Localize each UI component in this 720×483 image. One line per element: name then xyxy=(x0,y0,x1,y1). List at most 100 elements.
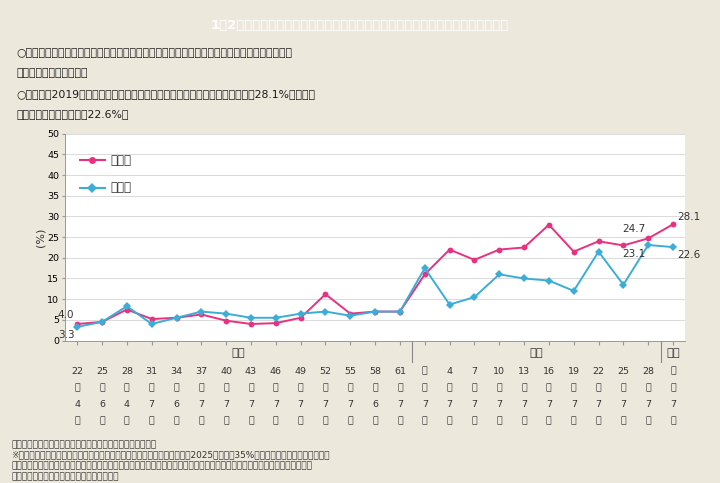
Text: 月: 月 xyxy=(422,416,428,425)
Text: 6: 6 xyxy=(174,399,179,409)
Text: 31: 31 xyxy=(145,367,158,376)
Text: 19: 19 xyxy=(568,367,580,376)
Text: 年: 年 xyxy=(571,383,577,392)
Text: 7: 7 xyxy=(273,399,279,409)
Text: 月: 月 xyxy=(571,416,577,425)
Text: 年: 年 xyxy=(472,383,477,392)
Text: 元: 元 xyxy=(670,367,676,376)
Text: 7: 7 xyxy=(446,399,453,409)
Text: 7: 7 xyxy=(149,399,155,409)
Text: 月: 月 xyxy=(372,416,378,425)
Text: 月: 月 xyxy=(645,416,651,425)
Text: 16: 16 xyxy=(543,367,555,376)
Text: 年: 年 xyxy=(199,383,204,392)
Text: 月: 月 xyxy=(521,416,527,425)
Text: ○令和元（2019）年７月執行の通常選挙では、候補者に占める女性の割合は28.1%、当選者: ○令和元（2019）年７月執行の通常選挙では、候補者に占める女性の割合は28.1… xyxy=(17,89,315,99)
Text: 6: 6 xyxy=(99,399,105,409)
Text: 46: 46 xyxy=(270,367,282,376)
Text: 年: 年 xyxy=(446,383,452,392)
Text: ※　第５次男女共同参画基本計画において、候補者に占める女性の割合を2025年までに35%とする目標を設定しているが、: ※ 第５次男女共同参画基本計画において、候補者に占める女性の割合を2025年まで… xyxy=(12,450,330,459)
Text: （備考）　総務省「参議院議員通常選挙結果調」より作成。: （備考） 総務省「参議院議員通常選挙結果調」より作成。 xyxy=(12,440,156,449)
Text: 年: 年 xyxy=(99,383,105,392)
Text: 年: 年 xyxy=(670,383,676,392)
Text: 7: 7 xyxy=(546,399,552,409)
Text: 月: 月 xyxy=(472,416,477,425)
Text: 月: 月 xyxy=(323,416,328,425)
Text: 7: 7 xyxy=(472,399,477,409)
Text: 年: 年 xyxy=(372,383,378,392)
Text: 月: 月 xyxy=(124,416,130,425)
Text: 61: 61 xyxy=(394,367,406,376)
Text: 候補者: 候補者 xyxy=(110,154,131,167)
Text: に占める女性の割合は22.6%。: に占める女性の割合は22.6%。 xyxy=(17,109,129,119)
Text: 月: 月 xyxy=(621,416,626,425)
Text: 月: 月 xyxy=(248,416,254,425)
Text: 4: 4 xyxy=(74,399,80,409)
Text: 年: 年 xyxy=(348,383,354,392)
Text: 22: 22 xyxy=(593,367,605,376)
Text: 22: 22 xyxy=(71,367,84,376)
Text: 28.1: 28.1 xyxy=(678,212,701,222)
Text: 年: 年 xyxy=(546,383,552,392)
Text: 月: 月 xyxy=(496,416,502,425)
Text: 月: 月 xyxy=(298,416,304,425)
Text: 22.6: 22.6 xyxy=(678,250,701,260)
Text: 月: 月 xyxy=(595,416,601,425)
Text: 7: 7 xyxy=(496,399,503,409)
Text: 年: 年 xyxy=(521,383,527,392)
Text: 7: 7 xyxy=(297,399,304,409)
Text: 4.0: 4.0 xyxy=(58,310,74,320)
Text: 月: 月 xyxy=(446,416,452,425)
Text: 月: 月 xyxy=(199,416,204,425)
Text: 年: 年 xyxy=(298,383,304,392)
Text: 7: 7 xyxy=(248,399,254,409)
Text: 年: 年 xyxy=(621,383,626,392)
Text: 1－2図　参議院議員通常選挙における候補者、当選者に占める女性の割合の推移: 1－2図 参議院議員通常選挙における候補者、当選者に占める女性の割合の推移 xyxy=(211,19,509,31)
Text: 年: 年 xyxy=(74,383,80,392)
Text: 7: 7 xyxy=(670,399,676,409)
Text: 43: 43 xyxy=(245,367,257,376)
Text: 7: 7 xyxy=(223,399,229,409)
Text: 6: 6 xyxy=(372,399,378,409)
Text: 年: 年 xyxy=(645,383,651,392)
Text: 元: 元 xyxy=(422,367,428,376)
Text: 平成: 平成 xyxy=(530,348,544,358)
Text: 7: 7 xyxy=(595,399,601,409)
Text: 49: 49 xyxy=(294,367,307,376)
Text: 13: 13 xyxy=(518,367,530,376)
Text: 月: 月 xyxy=(174,416,179,425)
Text: 令和: 令和 xyxy=(666,348,680,358)
Text: 4: 4 xyxy=(446,367,453,376)
Text: ○参議院議員通常選挙における候補者及び当選者に占める女性の割合は上昇傾向にあるが、低: ○参議院議員通常選挙における候補者及び当選者に占める女性の割合は上昇傾向にあるが… xyxy=(17,48,292,58)
Text: 24.7: 24.7 xyxy=(622,224,645,234)
Text: 34: 34 xyxy=(171,367,183,376)
Text: い水準となっている。: い水準となっている。 xyxy=(17,68,88,78)
Text: 40: 40 xyxy=(220,367,232,376)
Text: 7: 7 xyxy=(472,367,477,376)
Text: 28: 28 xyxy=(642,367,654,376)
Text: 年: 年 xyxy=(223,383,229,392)
Text: 当選者: 当選者 xyxy=(110,181,131,194)
Text: 10: 10 xyxy=(493,367,505,376)
Text: 年: 年 xyxy=(496,383,502,392)
Text: 25: 25 xyxy=(617,367,629,376)
Text: 58: 58 xyxy=(369,367,381,376)
Text: 年: 年 xyxy=(149,383,155,392)
Y-axis label: (%): (%) xyxy=(36,227,46,247)
Text: 3.3: 3.3 xyxy=(58,330,74,340)
Text: 月: 月 xyxy=(99,416,105,425)
Text: 7: 7 xyxy=(571,399,577,409)
Text: 37: 37 xyxy=(195,367,207,376)
Text: 年: 年 xyxy=(273,383,279,392)
Text: 昭和: 昭和 xyxy=(232,348,246,358)
Text: 月: 月 xyxy=(670,416,676,425)
Text: 7: 7 xyxy=(621,399,626,409)
Text: 月: 月 xyxy=(74,416,80,425)
Text: 年: 年 xyxy=(397,383,402,392)
Text: 7: 7 xyxy=(198,399,204,409)
Text: 月: 月 xyxy=(223,416,229,425)
Text: 52: 52 xyxy=(320,367,331,376)
Text: 月: 月 xyxy=(149,416,155,425)
Text: 年: 年 xyxy=(422,383,428,392)
Text: 月: 月 xyxy=(348,416,354,425)
